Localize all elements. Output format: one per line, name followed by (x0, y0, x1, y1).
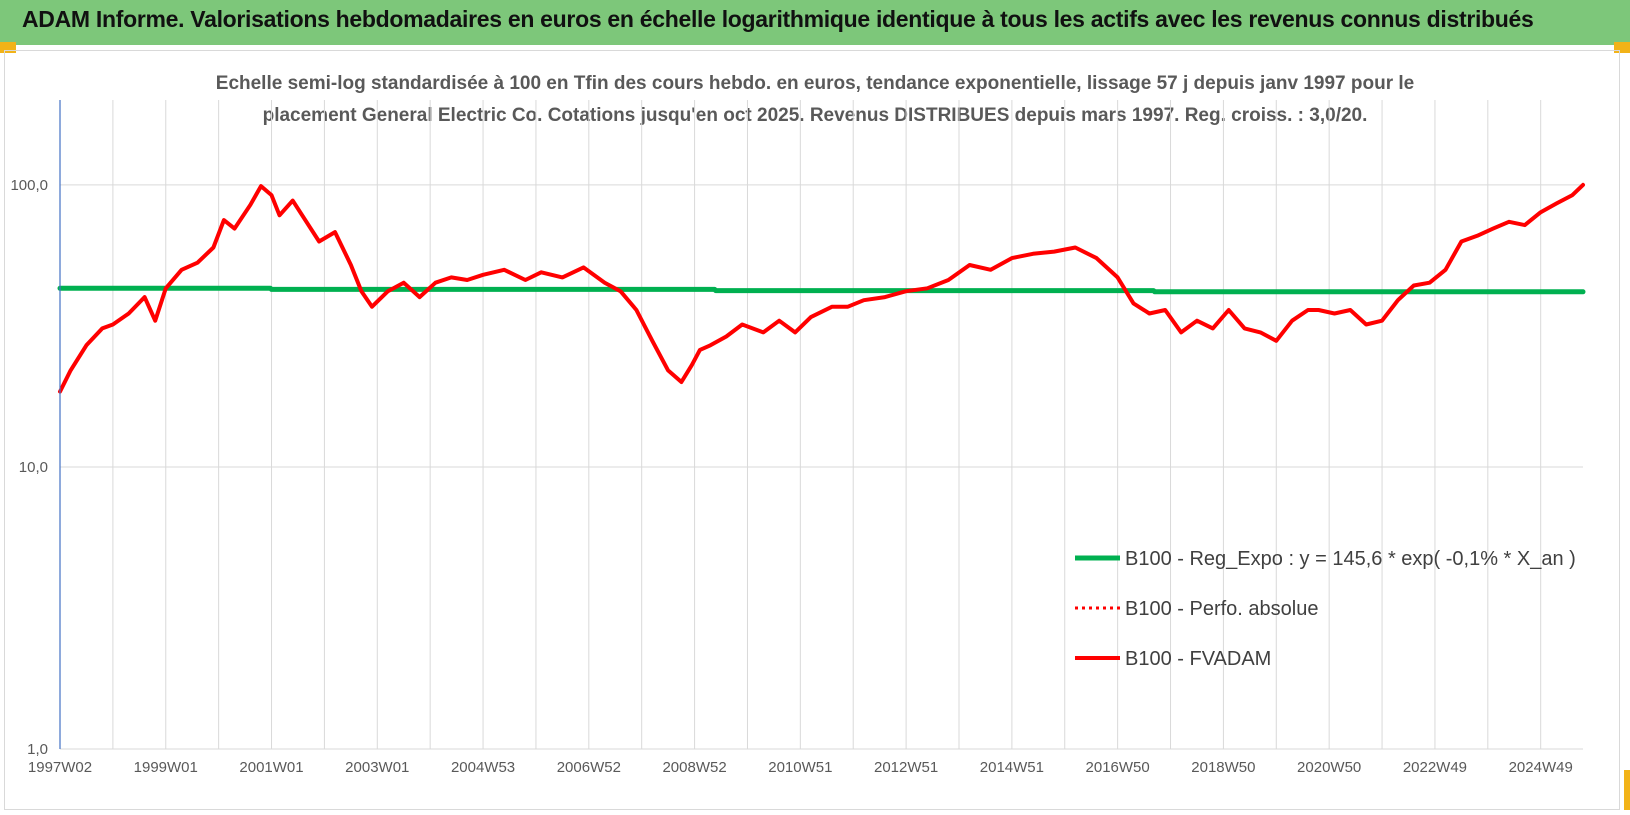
banner-title: ADAM Informe. Valorisations hebdomadaire… (22, 6, 1534, 32)
corner-accent-left (0, 42, 16, 53)
corner-accent-right (1614, 42, 1630, 53)
chart-title: Echelle semi-log standardisée à 100 en T… (160, 68, 1470, 132)
y-tick-label: 10,0 (19, 459, 48, 476)
y-tick-label: 1,0 (27, 741, 48, 758)
x-tick-label: 2006W52 (557, 759, 621, 776)
legend: B100 - Reg_Expo : y = 145,6 * exp( -0,1%… (1075, 548, 1576, 670)
x-tick-label: 2022W49 (1403, 759, 1467, 776)
x-tick-label: 2004W53 (451, 759, 515, 776)
series-line-2 (58, 182, 1585, 394)
series-line-0 (57, 285, 1586, 295)
x-tick-label: 2003W01 (345, 759, 409, 776)
chart-title-line-2: placement General Electric Co. Cotations… (262, 105, 1368, 126)
x-tick-label: 2012W51 (874, 759, 938, 776)
legend-label-1: B100 - Perfo. absolue (1125, 598, 1318, 620)
x-tick-label: 1999W01 (134, 759, 198, 776)
x-tick-label: 2018W50 (1191, 759, 1255, 776)
legend-label-2: B100 - FVADAM (1125, 648, 1271, 670)
series-layer (57, 182, 1586, 394)
chart-frame (4, 50, 1620, 810)
x-tick-label: 2001W01 (239, 759, 303, 776)
x-tick-label: 2008W52 (662, 759, 726, 776)
x-tick-label: 1997W02 (28, 759, 92, 776)
title-banner: ADAM Informe. Valorisations hebdomadaire… (0, 0, 1630, 45)
legend-label-0: B100 - Reg_Expo : y = 145,6 * exp( -0,1%… (1125, 548, 1576, 570)
x-tick-label: 2010W51 (768, 759, 832, 776)
chart-title-line-1: Echelle semi-log standardisée à 100 en T… (215, 73, 1415, 94)
grid-layer (59, 100, 1583, 750)
x-tick-label: 2024W49 (1509, 759, 1573, 776)
y-tick-label: 100,0 (10, 177, 48, 194)
corner-accent-bottom-right (1624, 770, 1630, 810)
x-tick-label: 2020W50 (1297, 759, 1361, 776)
x-tick-label: 2016W50 (1086, 759, 1150, 776)
x-tick-label: 2014W51 (980, 759, 1044, 776)
axis-layer: 1,0 10,0 100,0 1997W02 1999W01 2001W01 2003W01… (10, 100, 1573, 776)
